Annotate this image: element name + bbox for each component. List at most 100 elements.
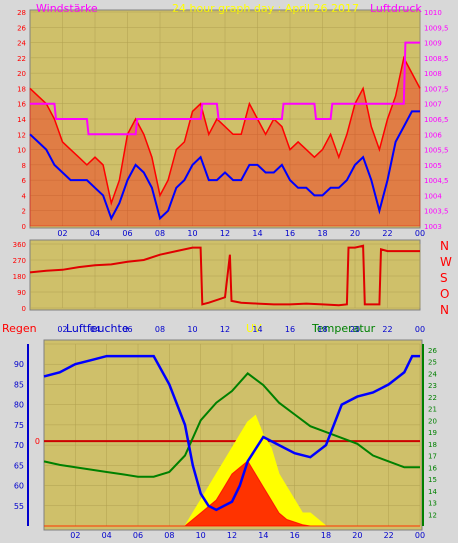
pressure-tick-5: 1005,5 [424,147,449,155]
bottom-xtick-1: 04 [102,531,112,540]
top-xtick-1: 04 [90,229,100,238]
pressure-tick-7: 1006,5 [424,116,449,124]
dir-tick-3: 270 [13,257,26,265]
pressure-label: Luftdruck [370,2,422,15]
bottom-xtick-0: 02 [70,531,80,540]
bottom-xtick-4: 10 [196,531,206,540]
temp-tick-0: 12 [428,511,437,519]
wind-direction-line [29,244,420,307]
top-xtick-2: 06 [122,229,132,238]
temp-tick-1: 13 [428,500,437,508]
dir-tick-0: 0 [22,305,26,313]
pressure-tick-13: 1009,5 [424,24,449,32]
temp-tick-4: 16 [428,464,437,472]
bottom-xtick-11: 00 [415,531,425,540]
pressure-tick-12: 1009 [424,40,442,48]
wind-tick-3: 6 [22,177,27,185]
pressure-tick-6: 1006 [424,131,442,139]
humidity-tick-0: 55 [14,502,24,511]
pressure-tick-10: 1008 [424,70,442,78]
humidity-tick-3: 70 [14,441,24,450]
dir-tick-4: 360 [13,241,26,249]
pressure-line [30,41,420,136]
plot-layer: 024681012141618202224262810031003,510041… [13,9,449,540]
top-xtick-9: 20 [350,229,360,238]
rain-label: Regen [2,322,37,335]
top-xtick-7: 16 [285,229,295,238]
wind-tick-0: 0 [22,223,26,231]
pressure-tick-0: 1003 [424,223,442,231]
uv-area [44,414,420,527]
mid-xtick-2: 06 [122,325,132,334]
wind-tick-2: 4 [22,192,27,200]
mid-xtick-11: 00 [415,325,425,334]
wind-tick-1: 2 [22,208,26,216]
dir-tick-1: 90 [17,289,26,297]
mid-xtick-1: 04 [90,325,100,334]
temp-tick-9: 21 [428,406,437,414]
temp-tick-11: 23 [428,382,437,390]
top-xtick-5: 12 [220,229,230,238]
wind-tick-4: 8 [22,162,26,170]
compass-letter-s: S [440,271,448,285]
temp-tick-10: 22 [428,394,437,402]
bottom-xtick-2: 06 [133,531,143,540]
temperature-label: Temperatur [311,322,376,335]
mid-xtick-3: 08 [155,325,165,334]
pressure-tick-14: 1010 [424,9,442,17]
humidity-tick-7: 90 [14,360,24,369]
compass-letter-n2: N [440,303,449,317]
rain-area [44,460,420,527]
temp-tick-6: 18 [428,441,437,449]
top-xtick-6: 14 [252,229,262,238]
humidity-tick-6: 85 [14,380,24,389]
bottom-xtick-8: 18 [321,531,331,540]
humidity-tick-5: 80 [14,401,24,410]
compass-letter-o: O [440,287,449,301]
mid-xtick-8: 18 [317,325,327,334]
humidity-tick-1: 60 [14,482,24,491]
wind-tick-7: 14 [17,116,26,124]
mid-xtick-7: 16 [285,325,295,334]
dir-tick-2: 180 [13,273,26,281]
chart-title: 24 hour graph day : April 26 2017 [172,2,359,15]
humidity-tick-2: 65 [14,461,24,470]
humidity-line [43,354,420,512]
mid-xtick-5: 12 [220,325,230,334]
bottom-xtick-9: 20 [352,531,362,540]
mid-xtick-9: 20 [350,325,360,334]
wind-tick-13: 26 [17,24,26,32]
pressure-tick-3: 1004,5 [424,177,449,185]
mid-xtick-6: 14 [252,325,262,334]
temp-tick-2: 14 [428,488,437,496]
top-xtick-3: 08 [155,229,165,238]
top-xtick-0: 02 [57,229,67,238]
top-xtick-4: 10 [187,229,197,238]
mid-xtick-10: 22 [382,325,392,334]
top-xtick-10: 22 [382,229,392,238]
temp-tick-12: 24 [428,370,437,378]
mid-xtick-4: 10 [187,325,197,334]
temp-tick-14: 26 [428,347,437,355]
wind-tick-5: 10 [17,147,26,155]
wind-tick-6: 12 [17,131,26,139]
bottom-xtick-3: 08 [164,531,174,540]
pressure-tick-11: 1008,5 [424,55,449,63]
compass-letter-n: N [440,239,449,253]
pressure-tick-1: 1003,5 [424,208,449,216]
bottom-xtick-7: 16 [290,531,300,540]
bottom-xtick-6: 14 [258,531,268,540]
temp-tick-3: 15 [428,476,437,484]
rain-tick-0: 0 [35,437,40,446]
wind-tick-9: 18 [17,85,26,93]
temp-tick-7: 19 [428,429,437,437]
temperature-line [43,372,420,478]
pressure-tick-2: 1004 [424,192,442,200]
wind-tick-8: 16 [17,101,26,109]
bottom-xtick-10: 22 [384,531,394,540]
humidity-label: Luftfeuchte [66,322,129,335]
wind-tick-11: 22 [17,55,26,63]
pressure-tick-8: 1007 [424,101,442,109]
wind-tick-12: 24 [17,40,26,48]
